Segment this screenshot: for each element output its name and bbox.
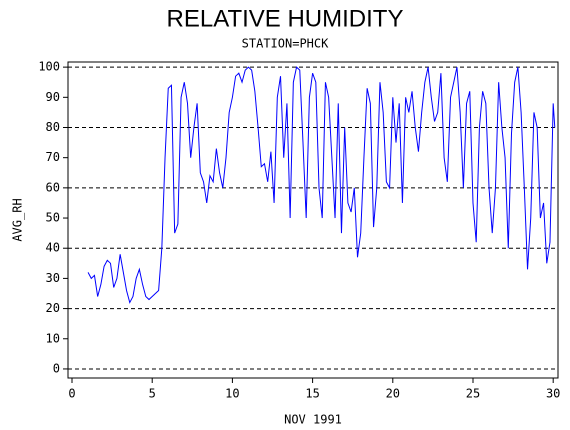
x-tick-label: 10 xyxy=(225,387,239,401)
y-tick-label: 100 xyxy=(38,60,60,74)
y-tick-label: 20 xyxy=(46,301,60,315)
data-line xyxy=(87,66,556,304)
chart-title: RELATIVE HUMIDITY xyxy=(167,5,404,32)
x-tick-label: 25 xyxy=(466,387,480,401)
y-tick-label: 80 xyxy=(46,120,60,134)
y-tick-label: 90 xyxy=(46,90,60,104)
y-tick-label: 0 xyxy=(53,361,60,375)
plot-frame xyxy=(67,61,559,379)
x-tick-label: 0 xyxy=(68,387,75,401)
y-axis-label: AVG_RH xyxy=(11,198,25,241)
y-tick-label: 40 xyxy=(46,241,60,255)
y-tick-label: 10 xyxy=(46,331,60,345)
x-tick-label: 15 xyxy=(305,387,319,401)
x-tick-label: 20 xyxy=(386,387,400,401)
y-tick-label: 50 xyxy=(46,211,60,225)
y-tick-label: 60 xyxy=(46,180,60,194)
y-tick-label: 70 xyxy=(46,150,60,164)
x-axis-label: NOV 1991 xyxy=(284,413,342,427)
chart-subtitle: STATION=PHCK xyxy=(242,37,329,51)
x-tick-label: 5 xyxy=(149,387,156,401)
x-tick-label: 30 xyxy=(546,387,560,401)
y-tick-label: 30 xyxy=(46,271,60,285)
